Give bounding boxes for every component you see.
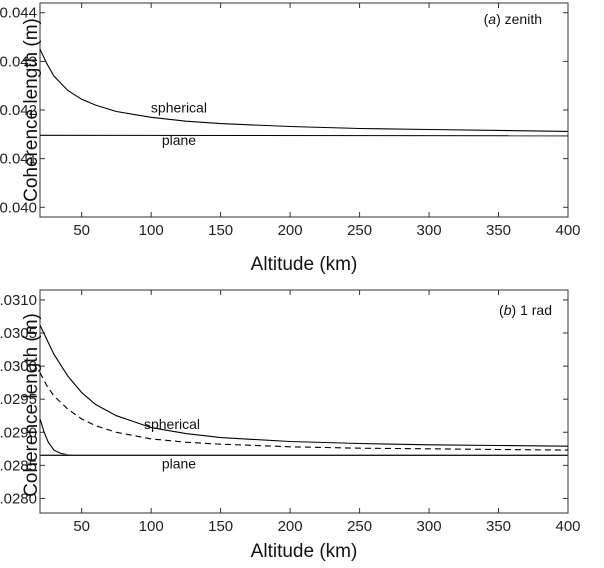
- panel-b-xlabel: Altitude (km): [251, 541, 358, 562]
- panel-a-xtick-label: 200: [278, 222, 303, 239]
- panel-b-ytick-label: 0.0280: [0, 490, 37, 507]
- panel-b-ytick-label: 0.0285: [0, 457, 37, 474]
- panel-a-xtick-label: 50: [73, 222, 90, 239]
- panel-b-xtick-label: 100: [139, 518, 164, 535]
- panel-b-frame: [39, 289, 569, 514]
- panel-a-label-plane: plane: [162, 132, 196, 148]
- panel-b-curves: spherical plane: [39, 324, 569, 472]
- panel-a-xtick-label: 250: [347, 222, 372, 239]
- panel-a-ytick-label: 0.043: [0, 53, 37, 70]
- panel-b-series-line-1: [39, 372, 569, 451]
- panel-b-ytick-label: 0.0310: [0, 292, 37, 309]
- panel-b-xtick-label: 200: [278, 518, 303, 535]
- panel-b-xtick-label: 250: [347, 518, 372, 535]
- panel-a-curves: spherical plane: [39, 48, 569, 148]
- panel-b-ylabel: Coherence length (m): [21, 313, 42, 497]
- panel-b-label: (b) 1 rad: [499, 302, 552, 318]
- panel-b-series-spherical: [39, 324, 569, 447]
- panel-b-ytick-label: 0.0290: [0, 424, 37, 441]
- panel-a-zenith: 50 100 150 200 250 300 350 400 0.040 0.041 0.042 0.…: [0, 2, 581, 275]
- panel-a-ticks: 50 100 150 200 250 300 350 400 0.040 0.041 0.042 0.…: [0, 3, 581, 239]
- panel-a-xlabel: Altitude (km): [251, 254, 358, 275]
- panel-b-xtick-label: 300: [417, 518, 442, 535]
- panel-a-ytick-label: 0.042: [0, 102, 37, 119]
- panel-b-ytick-label: 0.0295: [0, 391, 37, 408]
- panel-a-xtick-label: 150: [208, 222, 233, 239]
- panel-b-xtick-label: 50: [73, 518, 90, 535]
- panel-a-xtick-label: 300: [417, 222, 442, 239]
- panel-b-label-plane: plane: [162, 456, 196, 472]
- panel-a-ytick-label: 0.044: [0, 5, 37, 22]
- panel-b-xtick-label: 150: [208, 518, 233, 535]
- panel-b-label-spherical: spherical: [144, 416, 200, 432]
- panel-a-frame: [39, 2, 569, 218]
- panel-a-xtick-label: 350: [486, 222, 511, 239]
- panel-b-1rad: 50 100 150 200 250 300 350 400 0.0280 0.0285 0.029…: [0, 289, 581, 562]
- panel-b-ytick-label: 0.0305: [0, 325, 37, 342]
- panel-a-label-spherical: spherical: [151, 99, 207, 115]
- panel-b-ticks: 50 100 150 200 250 300 350 400 0.0280 0.0285 0.029…: [0, 290, 581, 535]
- panel-a-series-spherical: [39, 48, 569, 132]
- panel-a-series-plane: [39, 134, 569, 137]
- panel-a-ytick-label: 0.040: [0, 199, 37, 216]
- panel-b-xtick-label: 400: [555, 518, 580, 535]
- panel-b-ytick-label: 0.0300: [0, 358, 37, 375]
- panel-a-ylabel: Coherence length (m): [21, 18, 42, 202]
- panel-a-xtick-label: 100: [139, 222, 164, 239]
- panel-a-ytick-label: 0.041: [0, 151, 37, 168]
- panel-a-xtick-label: 400: [555, 222, 580, 239]
- panel-b-xtick-label: 350: [486, 518, 511, 535]
- panel-a-label: (a) zenith: [484, 11, 542, 27]
